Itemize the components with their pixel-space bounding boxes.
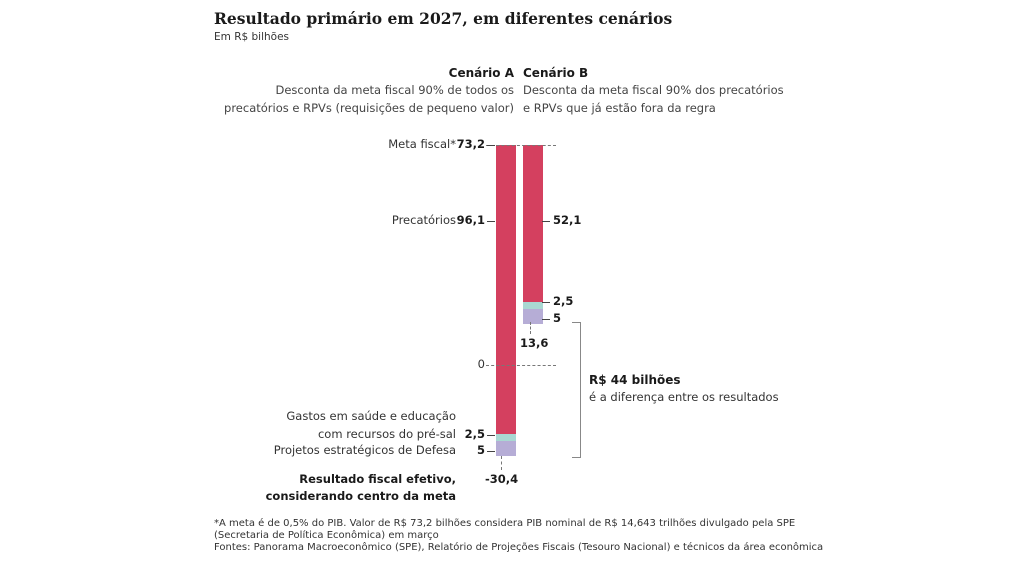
value-meta: 73,2 [456, 137, 485, 151]
value-a-saude: 2,5 [464, 427, 485, 441]
footnote-sources: Fontes: Panorama Macroeconômico (SPE), R… [214, 542, 824, 553]
tick-a-precatorios [487, 221, 495, 222]
label-meta: Meta fiscal* [388, 137, 456, 151]
tick-b-precatorios [542, 221, 550, 222]
chart-subtitle: Em R$ bilhões [214, 31, 290, 43]
value-b-precatorios: 52,1 [553, 213, 582, 227]
bar-a-defesa [496, 441, 516, 457]
label-precatorios: Precatórios [391, 213, 456, 227]
tick-b-defesa [542, 319, 550, 320]
b-result-connector [530, 322, 531, 334]
label-defesa: Projetos estratégicos de Defesa [273, 443, 456, 457]
footnote-line1: *A meta é de 0,5% do PIB. Valor de R$ 73… [214, 518, 796, 529]
annotation-text: é a diferença entre os resultados [589, 390, 779, 404]
tick-a-saude [487, 435, 495, 436]
label-resultado-line2: considerando centro da meta [265, 489, 456, 503]
bar-b-saude-educacao [523, 301, 543, 310]
bar-a-saude-educacao [496, 433, 516, 442]
value-a-resultado: -30,4 [485, 472, 519, 486]
bar-b-precatorios [523, 145, 543, 302]
value-b-resultado: 13,6 [520, 336, 549, 350]
label-saude-line1: Gastos em saúde e educação [286, 409, 456, 423]
value-b-defesa: 5 [553, 311, 562, 325]
chart-title: Resultado primário em 2027, em diferente… [214, 9, 673, 28]
value-a-defesa: 5 [476, 443, 485, 457]
tick-meta [487, 145, 495, 146]
footnote-line2: (Secretaria de Política Econômica) em ma… [214, 530, 439, 541]
scenario-b-desc-line1: Desconta da meta fiscal 90% dos precatór… [523, 83, 784, 97]
scenario-a-desc-line2: precatórios e RPVs (requisições de peque… [224, 101, 514, 115]
a-result-connector [501, 456, 502, 470]
tick-b-saude [542, 302, 550, 303]
scenario-a-desc-line1: Desconta da meta fiscal 90% de todos os [275, 83, 514, 97]
difference-bracket [572, 322, 581, 458]
meta-line [486, 145, 556, 146]
annotation-title: R$ 44 bilhões [589, 373, 681, 387]
bar-a-precatorios [496, 145, 516, 434]
label-resultado-line1: Resultado fiscal efetivo, [299, 472, 456, 486]
scenario-a-title: Cenário A [448, 66, 514, 80]
tick-a-defesa [487, 451, 495, 452]
zero-line [486, 365, 556, 366]
bar-b-defesa [523, 309, 543, 325]
label-saude-line2: com recursos do pré-sal [317, 427, 456, 441]
label-zero: 0 [477, 357, 485, 371]
value-a-precatorios: 96,1 [456, 213, 485, 227]
scenario-b-desc-line2: e RPVs que já estão fora da regra [523, 101, 716, 115]
value-b-saude: 2,5 [553, 294, 574, 308]
scenario-b-title: Cenário B [523, 66, 589, 80]
